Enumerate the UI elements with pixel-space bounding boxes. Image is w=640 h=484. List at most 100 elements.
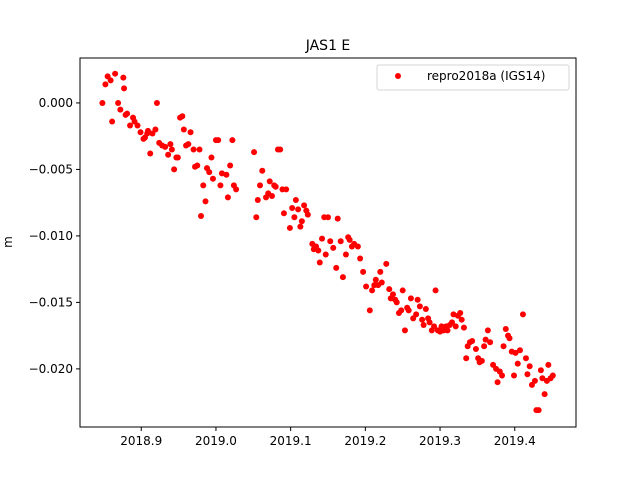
y-tick-label: 0.000 [39,96,73,110]
data-point [401,327,408,334]
data-point [283,186,290,193]
data-point [327,238,334,245]
data-point [481,343,488,350]
data-point [217,182,224,189]
data-point [357,255,364,262]
data-point [414,296,421,303]
data-point [206,169,213,176]
data-point [298,218,305,225]
data-point [531,377,538,384]
data-point [444,327,451,334]
legend-marker [395,73,401,79]
x-tick-label: 2019.4 [494,434,536,448]
data-point [458,316,465,323]
data-point [254,197,261,204]
data-point [416,303,423,310]
data-point [280,210,287,217]
data-point [112,70,119,77]
data-point [208,154,215,161]
data-point [165,151,172,158]
data-point [334,215,341,222]
data-point [115,99,122,106]
data-point [494,379,501,386]
data-point [541,391,548,398]
data-point [259,167,266,174]
y-tick-label: −0.015 [29,295,73,309]
data-point [304,211,311,218]
data-point [297,223,304,230]
plot-area-frame [79,57,577,428]
data-point [452,323,459,330]
data-point [413,311,420,318]
data-point [224,194,231,201]
y-axis-label: m [1,236,15,248]
x-tick-label: 2019.3 [419,434,461,448]
data-point [478,357,485,364]
data-point [233,186,240,193]
data-point [537,367,544,374]
data-point [322,251,329,258]
data-point [171,166,178,173]
data-point [522,355,529,362]
data-point [369,287,376,294]
data-point [330,244,337,251]
data-point [337,238,344,245]
data-point [187,129,194,136]
data-point [342,251,349,258]
legend: repro2018a (IGS14) [376,64,570,91]
data-point [519,311,526,318]
data-point [229,137,236,144]
data-point [354,243,361,250]
data-point [399,287,406,294]
data-point [200,182,207,189]
data-point [162,143,169,150]
data-point [325,214,331,221]
data-point [472,345,479,352]
data-point [124,110,131,117]
data-point [524,371,531,378]
data-point [405,307,412,314]
data-point [319,235,326,242]
data-point [286,224,293,231]
x-tick-label: 2018.9 [120,434,162,448]
data-point [185,141,192,148]
data-point [484,327,491,334]
data-point [419,316,426,323]
data-point [383,260,390,267]
data-point [539,375,546,382]
data-point [291,214,298,221]
data-point [511,372,517,379]
data-point [215,137,222,144]
data-point [277,146,284,153]
data-points [99,70,556,414]
data-point [487,339,494,346]
data-point [292,197,299,204]
data-point [144,127,151,134]
x-tick-label: 2019.1 [270,434,312,448]
data-point [366,307,373,314]
data-point [377,268,384,275]
y-tick-label: −0.005 [29,162,73,176]
data-point [372,276,379,283]
y-tick-label: −0.010 [29,229,73,243]
data-point [463,355,470,362]
data-point [386,286,393,293]
data-point [316,259,323,266]
data-point [102,81,109,88]
data-point [545,361,552,368]
data-point [120,74,127,81]
data-point [179,113,186,120]
data-point [315,247,322,254]
data-point [174,154,181,161]
data-point [251,149,258,156]
y-tick-label: −0.020 [29,362,73,376]
data-point [426,319,433,326]
data-point [257,182,264,189]
data-point [196,146,203,153]
data-point [469,337,476,344]
data-point [295,206,302,213]
data-point [152,126,159,133]
data-point [549,372,556,379]
data-point [117,106,124,113]
legend-label: repro2018a (IGS14) [427,69,545,83]
